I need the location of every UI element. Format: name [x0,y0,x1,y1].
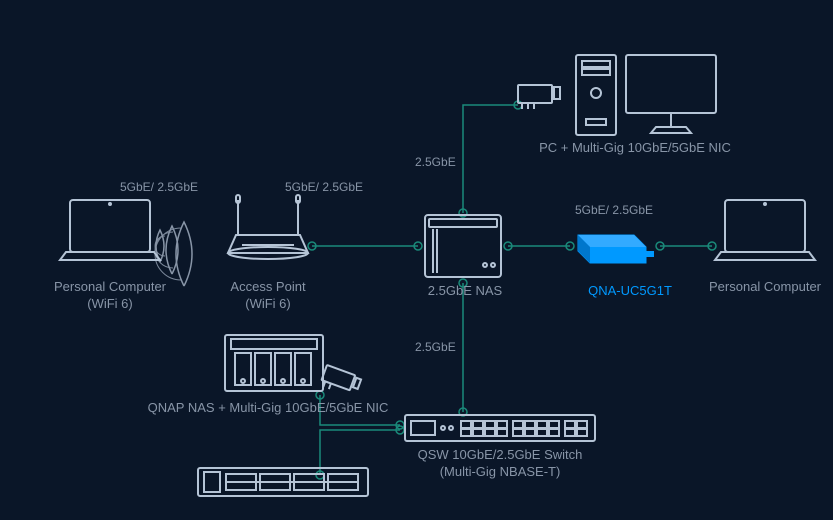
laptop-left-label-1: Personal Computer [50,279,170,294]
laptop-icon [715,200,815,260]
switch-icon [405,415,595,441]
diagram-canvas [0,0,833,520]
switch-label-2: (Multi-Gig NBASE-T) [400,464,600,479]
laptop-left-label-2: (WiFi 6) [50,296,170,311]
edge-nas-pc-label: 2.5GbE [415,155,456,169]
qnap-nas-label: QNAP NAS + Multi-Gig 10GbE/5GbE NIC [128,400,408,415]
edge-ap-nas-label: 5GbE/ 2.5GbE [285,180,363,194]
router-icon [228,195,308,259]
laptop-icon [60,200,160,260]
pc-icon [518,55,716,135]
ap-label-1: Access Point [208,279,328,294]
nas-icon [425,215,501,277]
switch-label-1: QSW 10GbE/2.5GbE Switch [400,447,600,462]
edge-nas-adapter-label: 5GbE/ 2.5GbE [575,203,653,217]
rack-icon [198,468,368,496]
laptop-right-label: Personal Computer [700,279,830,294]
edge-wifi-label: 5GbE/ 2.5GbE [120,180,198,194]
edge-nas-switch-label: 2.5GbE [415,340,456,354]
adapter-label: QNA-UC5G1T [570,283,690,298]
qnap-nas-icon [225,335,362,398]
pc-label: PC + Multi-Gig 10GbE/5GbE NIC [515,140,755,155]
ap-label-2: (WiFi 6) [208,296,328,311]
adapter-icon [578,235,654,263]
nas-label: 2.5GbE NAS [410,283,520,298]
